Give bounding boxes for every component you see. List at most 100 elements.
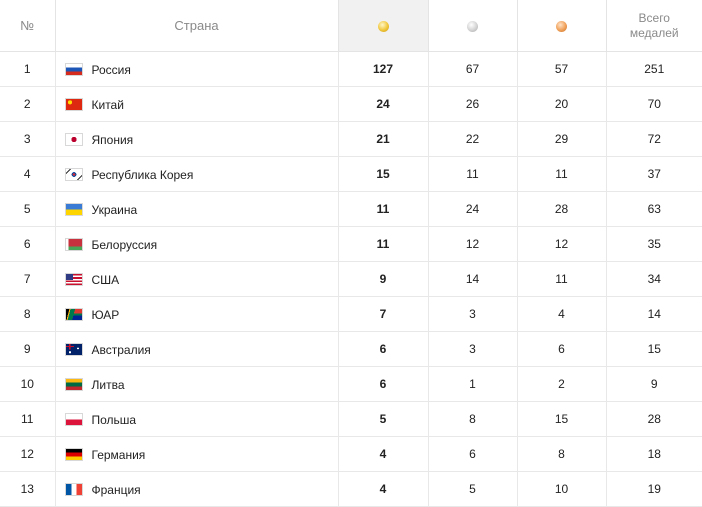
country-cell[interactable]: Германия xyxy=(55,436,339,472)
gold-column-header[interactable] xyxy=(338,0,429,52)
japan-flag-icon xyxy=(65,133,82,145)
table-header-row: № Страна Всего медалей xyxy=(0,0,702,52)
table-row[interactable]: 3 Япония 21 22 29 72 xyxy=(0,121,702,157)
silver-medal-icon xyxy=(467,21,478,33)
country-name[interactable]: Германия xyxy=(91,447,146,462)
gold-count-cell: 6 xyxy=(338,366,429,402)
total-header-line2: медалей xyxy=(629,25,679,40)
table-row[interactable]: 12 Германия 4 6 8 18 xyxy=(0,436,702,472)
australia-flag-icon xyxy=(65,343,82,355)
gold-medal-icon xyxy=(377,21,389,33)
total-count-cell: 63 xyxy=(606,191,702,227)
country-cell[interactable]: ЮАР xyxy=(55,296,339,332)
country-cell[interactable]: Япония xyxy=(55,121,339,157)
country-name[interactable]: Польша xyxy=(91,412,137,427)
gold-count-cell: 21 xyxy=(338,121,429,157)
country-cell[interactable]: США xyxy=(55,261,339,297)
silver-count-cell: 22 xyxy=(428,121,518,157)
country-cell[interactable]: Украина xyxy=(55,191,339,227)
country-cell[interactable]: Китай xyxy=(55,86,339,122)
lithuania-flag-icon xyxy=(65,378,82,390)
total-count-cell: 72 xyxy=(606,121,702,157)
table-row[interactable]: 4 Республика Корея 15 11 11 37 xyxy=(0,156,702,192)
country-cell[interactable]: Австралия xyxy=(55,331,339,367)
total-column-header[interactable]: Всего медалей xyxy=(606,0,702,52)
table-row[interactable]: 13 Франция 4 5 10 19 xyxy=(0,471,702,507)
country-name[interactable]: Белоруссия xyxy=(91,237,158,252)
ukraine-flag-icon xyxy=(65,203,82,215)
rank-cell: 12 xyxy=(0,436,56,472)
total-count-cell: 28 xyxy=(606,401,702,437)
total-count-cell: 15 xyxy=(606,331,702,367)
country-name[interactable]: Франция xyxy=(91,482,141,497)
country-cell[interactable]: Польша xyxy=(55,401,339,437)
total-count-cell: 251 xyxy=(606,51,702,87)
country-name[interactable]: Литва xyxy=(91,377,125,392)
silver-count-cell: 67 xyxy=(428,51,518,87)
bronze-column-header[interactable] xyxy=(517,0,607,52)
country-name[interactable]: Япония xyxy=(91,132,134,147)
table-row[interactable]: 1 Россия 127 67 57 251 xyxy=(0,51,702,87)
gold-count-cell: 15 xyxy=(338,156,429,192)
total-header-line1: Всего xyxy=(638,10,670,25)
bronze-count-cell: 2 xyxy=(517,366,607,402)
country-name[interactable]: Республика Корея xyxy=(91,167,194,182)
silver-count-cell: 3 xyxy=(428,331,518,367)
silver-count-cell: 26 xyxy=(428,86,518,122)
country-cell[interactable]: Республика Корея xyxy=(55,156,339,192)
bronze-count-cell: 12 xyxy=(517,226,607,262)
gold-count-cell: 9 xyxy=(338,261,429,297)
silver-count-cell: 3 xyxy=(428,296,518,332)
table-row[interactable]: 8 ЮАР 7 3 4 14 xyxy=(0,296,702,332)
country-column-header[interactable]: Страна xyxy=(55,0,339,52)
total-count-cell: 37 xyxy=(606,156,702,192)
table-row[interactable]: 9 Австралия 6 3 6 15 xyxy=(0,331,702,367)
rank-cell: 5 xyxy=(0,191,56,227)
silver-column-header[interactable] xyxy=(428,0,518,52)
total-count-cell: 34 xyxy=(606,261,702,297)
silver-count-cell: 12 xyxy=(428,226,518,262)
rank-cell: 8 xyxy=(0,296,56,332)
poland-flag-icon xyxy=(65,413,82,425)
country-name[interactable]: Украина xyxy=(91,202,138,217)
usa-flag-icon xyxy=(65,273,82,285)
bronze-count-cell: 29 xyxy=(517,121,607,157)
rank-column-header[interactable]: № xyxy=(0,0,56,52)
rank-cell: 6 xyxy=(0,226,56,262)
silver-count-cell: 24 xyxy=(428,191,518,227)
gold-count-cell: 11 xyxy=(338,191,429,227)
table-row[interactable]: 2 Китай 24 26 20 70 xyxy=(0,86,702,122)
table-row[interactable]: 7 США 9 14 11 34 xyxy=(0,261,702,297)
country-name[interactable]: Австралия xyxy=(91,342,151,357)
silver-count-cell: 6 xyxy=(428,436,518,472)
bronze-count-cell: 8 xyxy=(517,436,607,472)
bronze-count-cell: 10 xyxy=(517,471,607,507)
total-count-cell: 9 xyxy=(606,366,702,402)
gold-count-cell: 127 xyxy=(338,51,429,87)
country-cell[interactable]: Франция xyxy=(55,471,339,507)
table-row[interactable]: 6 Белоруссия 11 12 12 35 xyxy=(0,226,702,262)
table-row[interactable]: 10 Литва 6 1 2 9 xyxy=(0,366,702,402)
bronze-count-cell: 57 xyxy=(517,51,607,87)
country-name[interactable]: Китай xyxy=(91,97,124,112)
rank-cell: 13 xyxy=(0,471,56,507)
total-count-cell: 35 xyxy=(606,226,702,262)
total-count-cell: 14 xyxy=(606,296,702,332)
bronze-count-cell: 28 xyxy=(517,191,607,227)
country-cell[interactable]: Россия xyxy=(55,51,339,87)
country-name[interactable]: США xyxy=(91,272,120,287)
table-row[interactable]: 11 Польша 5 8 15 28 xyxy=(0,401,702,437)
rank-cell: 1 xyxy=(0,51,56,87)
table-row[interactable]: 5 Украина 11 24 28 63 xyxy=(0,191,702,227)
country-cell[interactable]: Белоруссия xyxy=(55,226,339,262)
country-cell[interactable]: Литва xyxy=(55,366,339,402)
country-name[interactable]: ЮАР xyxy=(91,307,120,322)
country-name[interactable]: Россия xyxy=(91,62,131,77)
gold-count-cell: 11 xyxy=(338,226,429,262)
total-count-cell: 19 xyxy=(606,471,702,507)
rank-cell: 2 xyxy=(0,86,56,122)
silver-count-cell: 1 xyxy=(428,366,518,402)
rank-cell: 9 xyxy=(0,331,56,367)
bronze-count-cell: 6 xyxy=(517,331,607,367)
